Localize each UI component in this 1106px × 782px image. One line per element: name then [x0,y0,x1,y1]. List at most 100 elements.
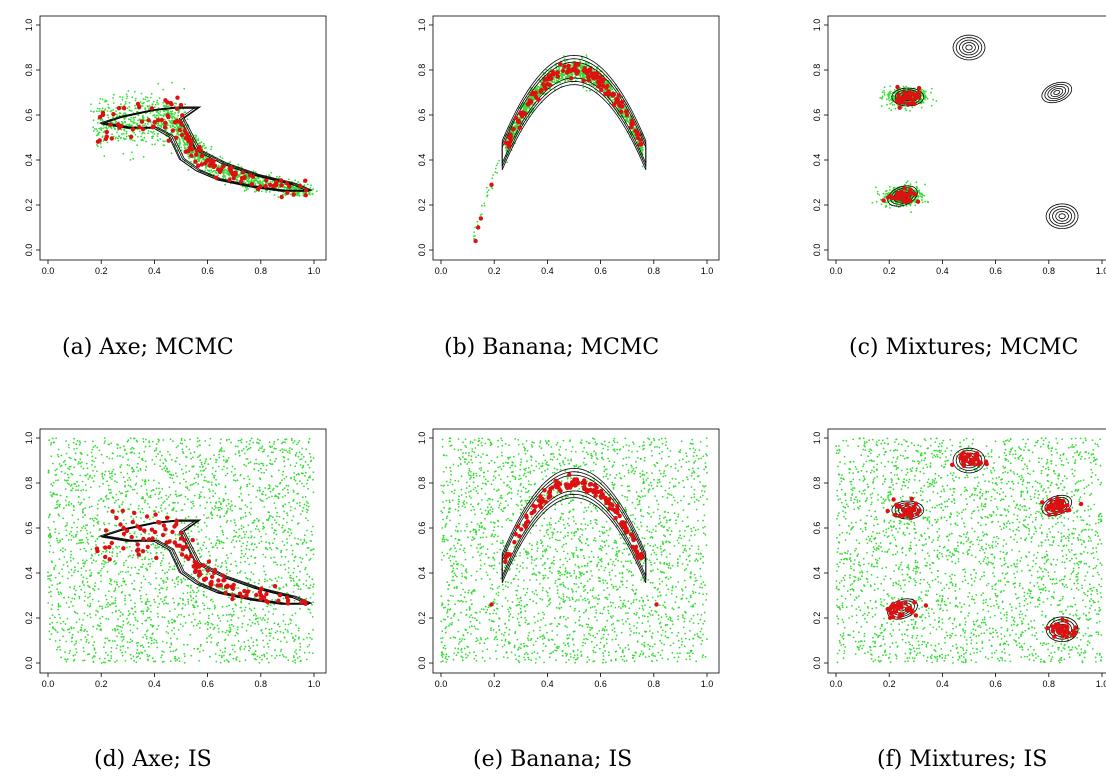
sample-point [57,513,60,516]
sample-point [136,144,138,147]
sample-point [151,104,154,106]
sample-point [932,98,934,101]
sample-point [250,624,252,627]
sample-point [262,528,264,530]
sample-point [257,177,260,180]
sample-point [571,64,573,67]
sample-point [139,101,142,103]
sample-point [888,200,891,202]
sample-point [875,186,877,189]
selected-point [547,82,553,88]
sample-point [145,119,147,122]
sample-point [204,622,207,625]
sample-point [151,143,154,146]
sample-point [925,96,928,99]
sample-point [197,622,200,625]
sample-point [254,171,257,173]
sample-point [628,121,630,124]
x-tick-label: 0.6 [989,266,1002,276]
sample-point [134,97,137,100]
sample-point [923,92,926,95]
sample-point [885,205,888,208]
sample-point [126,622,129,625]
sample-point [224,461,227,463]
sample-point [292,571,295,574]
sample-point [121,626,124,629]
sample-point [122,137,125,140]
sample-point [157,122,160,125]
sample-point [65,640,68,643]
panel-b: 0.0 0.2 0.4 0.6 0.8 1.0 0.0 0.2 0.4 0.6 0.8 1.0 [413,5,723,276]
sample-point [171,509,174,512]
sample-point [174,126,177,129]
selected-point [624,109,629,114]
sample-point [566,76,569,79]
sample-point [187,153,190,156]
sample-point [581,73,584,76]
sample-point [174,649,177,652]
sample-point [71,636,74,639]
selected-point [635,131,641,137]
x-tick-label: 0.4 [541,266,554,276]
plot-frame [432,15,720,261]
sample-point [133,580,136,582]
sample-point [131,151,133,154]
sample-point [143,101,145,104]
sample-point [914,198,917,201]
sample-point [115,120,117,123]
sample-point [125,135,128,138]
sample-point [109,476,111,479]
sample-point [174,655,177,658]
sample-point [245,189,248,191]
sample-point [491,187,494,190]
sample-point [138,569,140,571]
sample-point [169,110,172,113]
sample-point [157,132,159,135]
sample-point [121,96,124,99]
sample-point [270,172,273,174]
sample-point [914,204,917,207]
sample-point [102,131,105,133]
selected-point [159,117,164,123]
selected-point [596,84,601,89]
sample-point [146,96,149,99]
sample-point [114,137,117,140]
sample-point [902,85,905,88]
selected-point [210,158,215,163]
sample-point [265,635,268,637]
sample-point [159,138,162,140]
sample-point [179,482,182,485]
sample-point [122,152,125,155]
sample-point [298,627,300,630]
sample-point [92,130,95,132]
sample-point [263,570,266,573]
selected-point [631,121,636,127]
sample-point [905,85,907,88]
sample-point [250,437,253,440]
sample-point [81,461,83,464]
sample-point [483,204,486,207]
sample-point [564,79,567,82]
sample-point [590,83,593,86]
sample-point [103,442,106,444]
selected-point [598,77,603,82]
selected-point [199,162,204,167]
sample-point [212,490,215,492]
selected-point [915,94,920,100]
sample-point [587,62,590,65]
sample-point [171,115,174,117]
sample-point [248,177,251,180]
sample-point [107,484,110,487]
sample-point [307,547,310,549]
sample-point [205,146,207,149]
sample-point [621,114,624,117]
selected-point [910,92,916,97]
sample-point [891,104,894,106]
selected-point [233,172,238,177]
sample-point [124,599,126,602]
sample-point [892,94,895,97]
sample-point [157,124,159,127]
sample-point [100,129,103,132]
x-tick-label: 0.0 [42,266,55,276]
sample-point [100,453,103,456]
